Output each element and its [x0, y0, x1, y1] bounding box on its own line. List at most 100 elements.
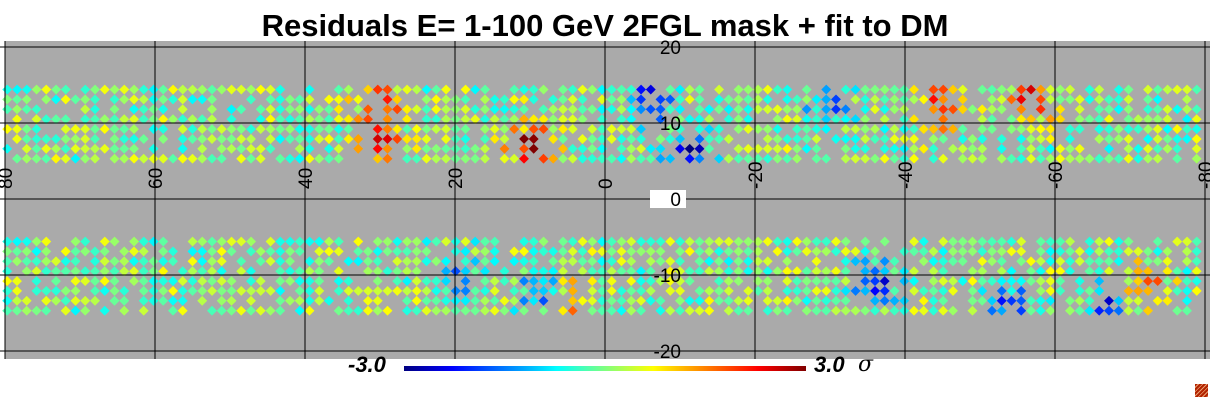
map-pixel: [1016, 143, 1027, 154]
map-pixel: [187, 236, 198, 247]
map-pixel: [870, 305, 880, 316]
map-pixel: [1016, 94, 1027, 105]
map-pixel: [372, 246, 383, 257]
map-pixel: [957, 256, 968, 267]
map-pixel: [402, 143, 412, 154]
map-pixel: [1162, 124, 1173, 135]
map-pixel: [977, 295, 988, 306]
map-pixel: [1045, 134, 1056, 144]
map-pixel: [21, 246, 32, 257]
map-pixel: [850, 94, 861, 105]
map-pixel: [1026, 153, 1036, 164]
map-pixel: [1104, 114, 1114, 125]
map-pixel: [1152, 114, 1163, 125]
map-pixel: [636, 124, 646, 135]
map-pixel: [548, 114, 559, 125]
map-pixel: [431, 124, 442, 135]
map-pixel: [1104, 94, 1114, 105]
map-pixel: [1152, 124, 1163, 135]
map-pixel: [519, 295, 529, 306]
map-pixel: [480, 285, 491, 296]
map-pixel: [723, 305, 734, 316]
map-pixel: [1065, 305, 1075, 316]
map-pixel: [441, 285, 452, 296]
map-pixel: [528, 256, 539, 267]
map-pixel: [353, 134, 364, 144]
map-pixel: [1152, 134, 1163, 144]
map-pixel: [811, 94, 822, 105]
map-pixel: [597, 114, 607, 125]
map-pixel: [772, 266, 783, 277]
map-pixel: [177, 266, 188, 277]
map-pixel: [616, 246, 627, 257]
x-tick-label: -20: [746, 162, 767, 189]
map-pixel: [977, 246, 988, 257]
map-pixel: [558, 134, 568, 144]
map-pixel: [1123, 285, 1134, 296]
map-pixel: [762, 256, 773, 267]
map-pixel: [616, 114, 627, 125]
map-pixel: [304, 305, 315, 316]
map-pixel: [460, 124, 471, 135]
map-pixel: [899, 305, 910, 316]
map-pixel: [324, 236, 335, 247]
map-pixel: [431, 236, 442, 247]
map-pixel: [148, 143, 159, 154]
map-pixel: [80, 104, 91, 115]
map-pixel: [431, 276, 442, 287]
map-pixel: [324, 143, 334, 154]
map-pixel: [90, 124, 100, 135]
map-pixel: [460, 295, 471, 306]
map-pixel: [1152, 153, 1163, 164]
map-pixel: [558, 276, 568, 287]
map-pixel: [879, 256, 890, 267]
map-pixel: [821, 266, 832, 277]
map-pixel: [1162, 276, 1173, 287]
map-pixel: [782, 104, 793, 115]
map-pixel: [333, 153, 344, 164]
map-pixel: [1162, 143, 1173, 154]
map-pixel: [197, 246, 208, 257]
map-pixel: [938, 285, 949, 296]
map-pixel: [1074, 285, 1085, 296]
map-pixel: [197, 266, 208, 277]
map-pixel: [138, 94, 149, 105]
map-pixel: [665, 276, 676, 287]
map-pixel: [928, 276, 939, 287]
map-pixel: [899, 94, 910, 105]
map-pixel: [431, 143, 442, 154]
map-pixel: [850, 305, 861, 316]
map-pixel: [255, 153, 266, 164]
map-pixel: [860, 246, 871, 257]
map-pixel: [977, 153, 988, 164]
map-pixel: [772, 104, 783, 115]
map-pixel: [129, 104, 139, 115]
map-pixel: [538, 114, 549, 125]
x-tick-label: -80: [1196, 162, 1210, 189]
map-pixel: [977, 256, 988, 267]
map-pixel: [1016, 114, 1027, 125]
map-pixel: [1162, 285, 1173, 296]
map-pixel: [753, 143, 763, 154]
map-pixel: [333, 276, 344, 287]
map-pixel: [538, 266, 549, 277]
map-pixel: [168, 285, 179, 296]
map-pixel: [109, 153, 120, 164]
map-pixel: [811, 104, 822, 115]
map-pixel: [275, 295, 286, 306]
map-pixel: [31, 84, 42, 95]
map-pixel: [772, 295, 783, 306]
map-pixel: [714, 124, 724, 135]
map-pixel: [314, 295, 325, 306]
map-pixel: [801, 246, 812, 257]
map-pixel: [168, 94, 178, 105]
map-pixel: [684, 246, 695, 257]
map-pixel: [714, 134, 724, 144]
map-pixel: [177, 295, 188, 306]
map-pixel: [207, 305, 217, 316]
map-pixel: [1182, 124, 1192, 135]
map-pixel: [704, 295, 715, 306]
map-pixel: [382, 143, 393, 154]
map-pixel: [879, 295, 890, 306]
map-pixel: [1123, 305, 1134, 316]
